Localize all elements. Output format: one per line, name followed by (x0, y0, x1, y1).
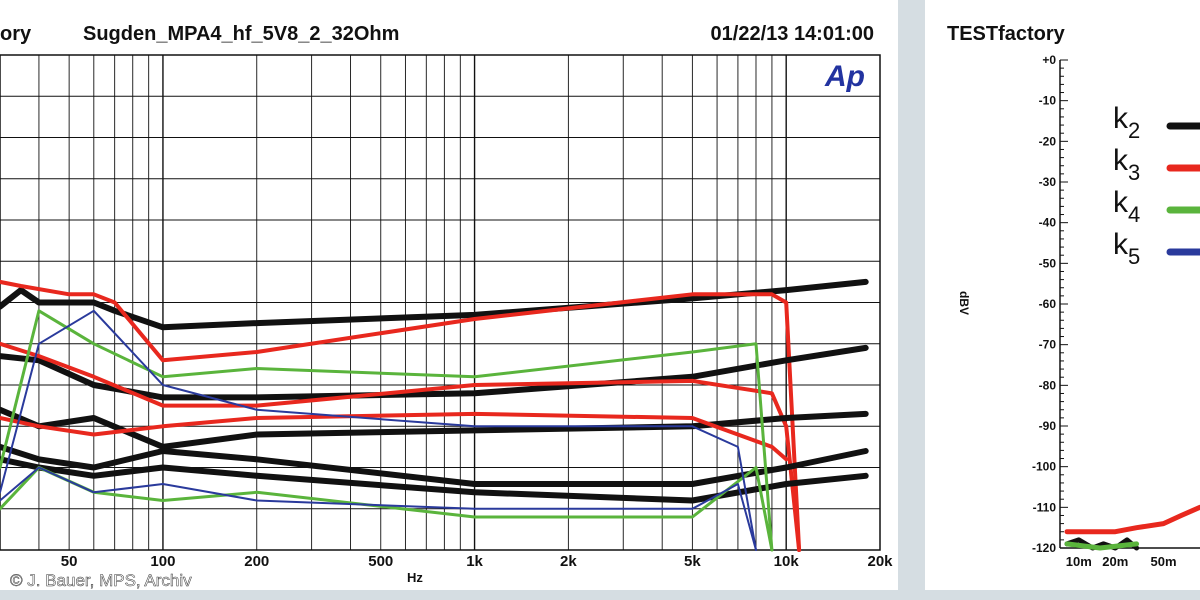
ap-logo: Ap (824, 60, 865, 93)
x-tick-label: 1k (466, 553, 483, 570)
legend-subscript: 2 (1128, 118, 1140, 143)
series-line-k4 (1064, 541, 1140, 551)
right-series (1064, 504, 1200, 551)
brand-partial: ory (0, 23, 32, 45)
series-line-black (0, 344, 869, 401)
left-x-ticks: 50 100 200 500 1k 2k 5k 10k 20k (61, 553, 893, 570)
right-y-axis-label: dBV (957, 291, 971, 315)
x-tick-label: 5k (684, 553, 701, 570)
chart-datetime: 01/22/13 14:01:00 (711, 23, 874, 45)
y-tick-label: -30 (1039, 175, 1057, 189)
y-tick-label: -120 (1032, 541, 1056, 555)
y-tick-label: -90 (1039, 419, 1057, 433)
x-tick-label: 10m (1066, 554, 1092, 569)
legend-subscript: 3 (1128, 160, 1140, 185)
right-brand: TESTfactory (947, 23, 1066, 45)
left-x-axis-label: Hz (407, 570, 423, 585)
series-line-green (0, 309, 774, 552)
series-line-red (0, 411, 789, 462)
legend-subscript: 4 (1128, 202, 1140, 227)
series-line-black (0, 443, 869, 487)
series-line-blue (0, 466, 757, 551)
y-tick-label: -110 (1033, 500, 1057, 514)
x-tick-label: 50m (1150, 554, 1176, 569)
chart-title: Sugden_MPA4_hf_5V8_2_32Ohm (83, 23, 399, 45)
y-tick-label: -80 (1039, 378, 1057, 392)
y-tick-label: -50 (1039, 256, 1057, 270)
legend-subscript: 5 (1128, 244, 1140, 269)
x-tick-label: 500 (368, 553, 393, 570)
y-tick-label: +0 (1042, 53, 1056, 67)
series-line-red (0, 341, 802, 552)
y-tick-label: -20 (1039, 134, 1057, 148)
series-line-black (0, 456, 869, 504)
y-tick-label: -10 (1039, 94, 1057, 108)
series-line-k2 (1064, 537, 1140, 551)
right-axes: +0 -10 -20 -30 -40 -50 -60 -70 -80 -90 -100 -110 -12… (1032, 53, 1200, 569)
x-tick-label: 2k (560, 553, 577, 570)
x-tick-label: 10k (774, 553, 800, 570)
series-line-k3 (1064, 504, 1200, 535)
y-tick-label: -40 (1039, 216, 1057, 230)
right-panel (925, 0, 1200, 590)
copyright-text: © J. Bauer, MPS, Archiv (10, 571, 192, 590)
x-tick-label: 20k (867, 553, 893, 570)
left-series (0, 278, 869, 552)
series-line-black (0, 406, 869, 450)
x-tick-label: 200 (244, 553, 269, 570)
y-tick-label: -100 (1032, 460, 1056, 474)
series-line-red (0, 279, 802, 552)
x-tick-label: 50 (61, 553, 78, 570)
x-tick-label: 20m (1102, 554, 1128, 569)
y-tick-label: -70 (1039, 338, 1057, 352)
series-line-blue (0, 309, 757, 551)
x-tick-label: 100 (150, 553, 175, 570)
y-tick-label: -60 (1039, 297, 1057, 311)
